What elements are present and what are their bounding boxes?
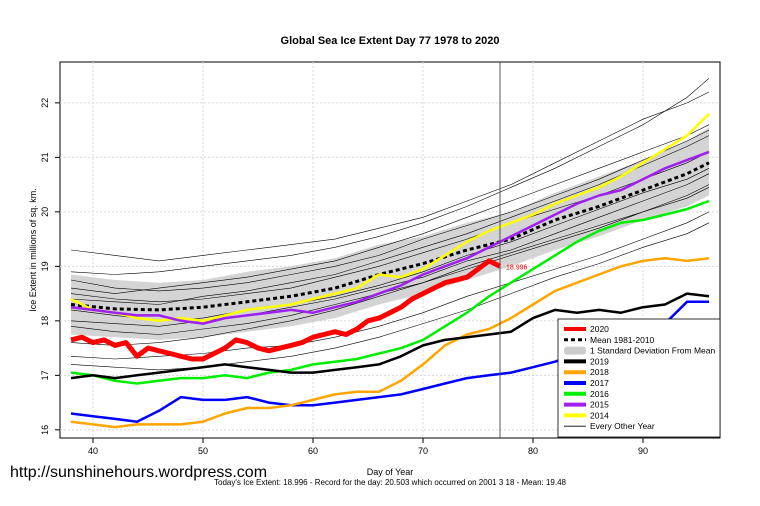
legend-label: Mean 1981-2010	[590, 335, 655, 345]
other-year-line	[70, 91, 710, 262]
chart-subtitle: Today's Ice Extent: 18.996 - Record for …	[214, 478, 567, 487]
x-tick-label: 50	[198, 446, 208, 456]
legend-swatch	[564, 346, 586, 355]
plot-frame	[59, 61, 721, 439]
legend-label: 1 Standard Deviation From Mean	[590, 346, 715, 356]
y-axis-label: Ice Extent in millions of sq. km.	[28, 188, 38, 312]
series-line-2019	[70, 292, 710, 380]
legend-label: 2017	[590, 378, 609, 388]
other-year-line	[70, 78, 710, 275]
y-tick-label: 22	[40, 98, 50, 108]
y-axis: 16 17 18 19 20 21 22	[40, 98, 60, 435]
x-axis: 40 50 60 70 80 90	[88, 438, 648, 456]
legend-label: 2016	[590, 389, 609, 399]
other-year-line	[70, 173, 710, 327]
series-line-2015	[70, 150, 710, 325]
x-axis-label: Day of Year	[367, 467, 414, 477]
y-tick-label: 21	[40, 152, 50, 162]
other-year-line	[70, 222, 710, 371]
other-year-line	[70, 187, 710, 335]
series-line-2016	[70, 199, 710, 385]
series-line-2020	[70, 258, 502, 362]
y-tick-label: 18	[40, 316, 50, 326]
x-tick-label: 90	[638, 446, 648, 456]
legend-label: 2019	[590, 356, 609, 366]
y-tick-label: 17	[40, 370, 50, 380]
x-tick-label: 40	[88, 446, 98, 456]
legend-label: 2020	[590, 324, 609, 334]
x-tick-label: 80	[528, 446, 538, 456]
legend-label: 2018	[590, 367, 609, 377]
y-tick-label: 19	[40, 261, 50, 271]
chart-title: Global Sea Ice Extent Day 77 1978 to 202…	[281, 35, 500, 47]
legend-label: 2014	[590, 410, 609, 420]
day-marker: 18.996	[499, 62, 528, 438]
legend-label: Every Other Year	[590, 421, 655, 431]
legend-label: 2015	[590, 400, 609, 410]
x-tick-label: 60	[308, 446, 318, 456]
sd-band	[71, 127, 709, 340]
series-line-2014	[70, 112, 710, 323]
watermark: http://sunshinehours.wordpress.com	[10, 464, 267, 481]
other-years	[70, 78, 710, 371]
current-value-label: 18.996	[506, 264, 528, 271]
y-tick-label: 16	[40, 425, 50, 435]
other-year-line	[70, 124, 710, 294]
other-year-line	[70, 184, 710, 346]
series-group	[70, 112, 710, 429]
x-tick-label: 70	[418, 446, 428, 456]
y-tick-label: 20	[40, 207, 50, 217]
series-line-2018	[70, 256, 710, 429]
other-year-line	[70, 129, 710, 292]
sd-band-area	[71, 127, 709, 340]
other-year-line	[70, 168, 710, 322]
